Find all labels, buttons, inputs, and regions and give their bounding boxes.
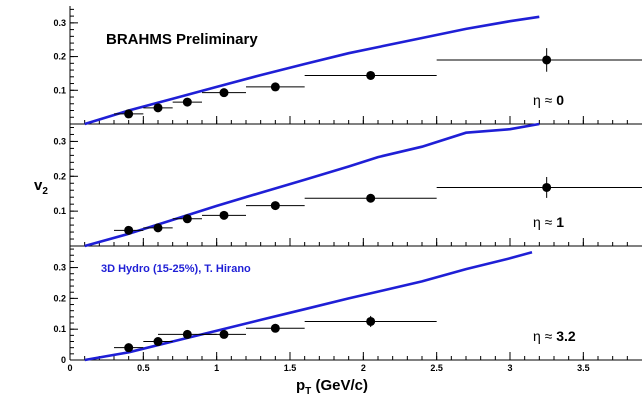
data-point xyxy=(124,225,134,235)
data-point xyxy=(153,223,163,233)
data-point xyxy=(153,337,163,347)
data-point xyxy=(182,214,192,224)
x-tick-label: 2.5 xyxy=(430,363,443,373)
eta-label: η ≈ 1 xyxy=(533,214,564,230)
data-point xyxy=(182,329,192,339)
x-tick-label: 1.5 xyxy=(284,363,297,373)
y-tick-label: 0.1 xyxy=(53,85,66,95)
theory-curve xyxy=(84,122,540,248)
y-tick-label: 0.1 xyxy=(53,206,66,216)
y-tick-label: 0.1 xyxy=(53,324,66,334)
x-tick-label: 0 xyxy=(67,363,72,373)
x-axis-label-units: (GeV/c) xyxy=(311,377,368,394)
x-axis-label-main: p xyxy=(296,377,305,394)
y-axis-label-main: v xyxy=(34,177,43,194)
panel-bottom: 0 0.1 0.2 0.3 η ≈ 3.2 3D Hydro (15-25%), T. H… xyxy=(53,246,642,365)
y-tick-label: 0.2 xyxy=(53,293,66,303)
data-point xyxy=(270,323,280,333)
theory-curve xyxy=(84,250,533,362)
data-point xyxy=(542,55,552,65)
y-tick-label: 0 xyxy=(61,355,66,365)
y-tick-label: 0.2 xyxy=(53,52,66,62)
theory-curve xyxy=(84,15,540,126)
y-axis-label-sub: 2 xyxy=(42,186,48,197)
data-point xyxy=(366,316,376,326)
y-tick-label: 0.3 xyxy=(53,18,66,28)
eta-label-prefix: η ≈ xyxy=(533,328,556,344)
data-point xyxy=(270,201,280,211)
eta-label: η ≈ 3.2 xyxy=(533,328,576,344)
x-tick-label: 2 xyxy=(361,363,366,373)
y-axis-label: v2 xyxy=(34,177,48,197)
panel-top: 0.1 0.2 0.3 η ≈ 0 BRAHMS Preliminary xyxy=(53,6,642,126)
theory-legend-label: 3D Hydro (15-25%), T. Hirano xyxy=(101,263,251,275)
data-point xyxy=(270,82,280,92)
data-point xyxy=(124,343,134,353)
x-tick-label: 3 xyxy=(507,363,512,373)
x-tick-label: 3.5 xyxy=(577,363,590,373)
eta-label-prefix: η ≈ xyxy=(533,92,556,108)
x-axis-label-sub: T xyxy=(305,386,311,396)
eta-label-prefix: η ≈ xyxy=(533,214,556,230)
data-point xyxy=(219,88,229,98)
data-point xyxy=(542,182,552,192)
data-point xyxy=(366,193,376,203)
data-point xyxy=(153,103,163,113)
data-point xyxy=(219,329,229,339)
x-axis-label: pT (GeV/c) xyxy=(296,377,368,396)
x-tick-labels: 0 0.5 1 1.5 2 2.5 3 3.5 xyxy=(67,363,589,373)
panel-middle: 0.1 0.2 0.3 η ≈ 1 xyxy=(53,122,642,248)
eta-label-value: 3.2 xyxy=(556,328,576,344)
eta-label: η ≈ 0 xyxy=(533,92,564,108)
data-point xyxy=(182,97,192,107)
x-tick-label: 0.5 xyxy=(137,363,150,373)
x-tick-label: 1 xyxy=(214,363,219,373)
data-point xyxy=(366,70,376,80)
eta-label-value: 0 xyxy=(556,92,564,108)
y-tick-label: 0.3 xyxy=(53,263,66,273)
y-tick-label: 0.3 xyxy=(53,136,66,146)
y-tick-label: 0.2 xyxy=(53,171,66,181)
eta-label-value: 1 xyxy=(556,214,564,230)
data-point xyxy=(124,109,134,119)
brahms-preliminary-label: BRAHMS Preliminary xyxy=(106,31,258,48)
data-point xyxy=(219,210,229,220)
